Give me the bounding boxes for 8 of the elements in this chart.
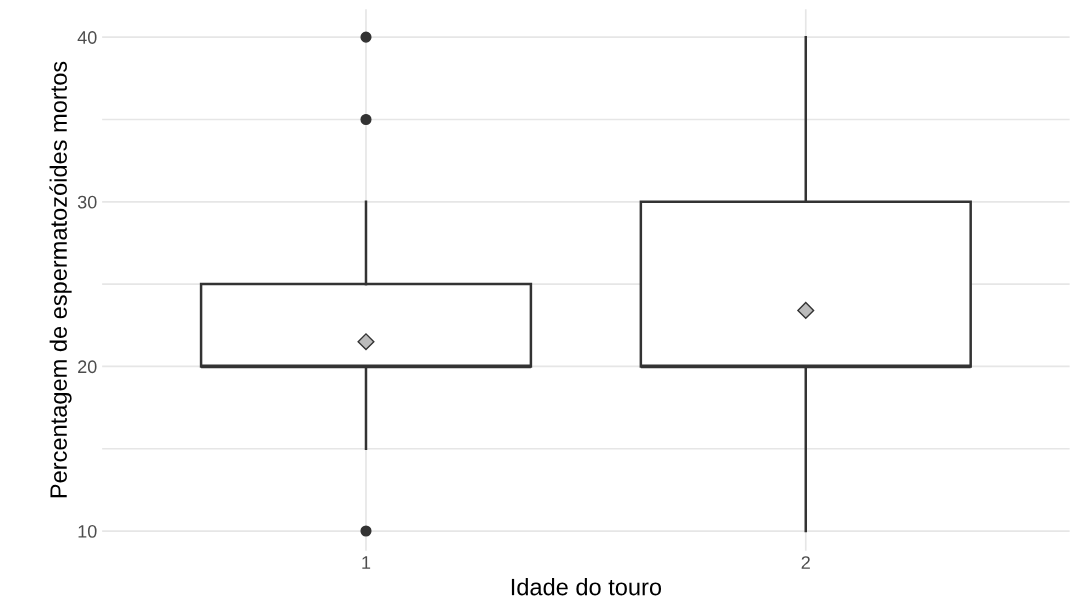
y-tick-label: 30 xyxy=(77,195,97,209)
x-axis-title: Idade do touro xyxy=(511,578,662,596)
y-axis-title: Percentagem de espermatozóides mortos xyxy=(49,61,72,498)
y-tick-label: 40 xyxy=(77,31,97,44)
x-tick-label: 2 xyxy=(801,556,810,569)
y-tick-label: 10 xyxy=(78,524,97,538)
x-tick-label: 1 xyxy=(362,556,371,569)
y-tick-label: 20 xyxy=(78,360,97,374)
